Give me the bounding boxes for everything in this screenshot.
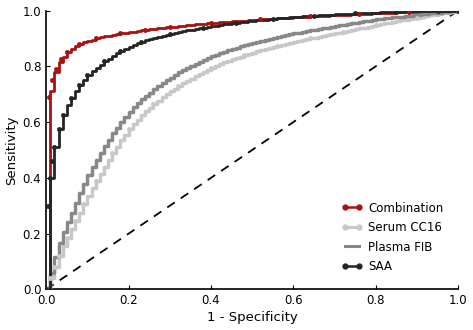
Plasma FIB <box>196 62 201 66</box>
Combination <box>47 287 53 291</box>
Legend: Combination, Serum CC16, Plasma FIB, SAA: Combination, Serum CC16, Plasma FIB, SAA <box>336 197 448 278</box>
SAA <box>44 287 49 291</box>
Combination <box>266 17 272 21</box>
Serum CC16 <box>216 62 222 66</box>
Line: SAA: SAA <box>46 11 458 289</box>
Combination <box>196 22 201 26</box>
SAA <box>80 78 86 82</box>
Serum CC16 <box>44 287 49 291</box>
Plasma FIB <box>44 287 49 291</box>
Y-axis label: Sensitivity: Sensitivity <box>6 115 18 185</box>
Plasma FIB <box>266 37 272 41</box>
Plasma FIB <box>455 9 461 13</box>
Combination <box>422 10 428 14</box>
Serum CC16 <box>196 74 201 78</box>
SAA <box>266 17 272 21</box>
Combination <box>44 287 49 291</box>
SAA <box>422 9 428 13</box>
Serum CC16 <box>455 9 461 13</box>
SAA <box>455 9 461 13</box>
Combination <box>80 40 86 44</box>
Serum CC16 <box>266 46 272 50</box>
Serum CC16 <box>80 202 86 206</box>
Plasma FIB <box>80 182 86 186</box>
SAA <box>47 287 53 291</box>
SAA <box>196 27 201 31</box>
Line: Serum CC16: Serum CC16 <box>46 11 458 289</box>
Combination <box>455 9 461 13</box>
Serum CC16 <box>422 15 428 19</box>
X-axis label: 1 - Specificity: 1 - Specificity <box>207 312 298 324</box>
Line: Plasma FIB: Plasma FIB <box>46 11 458 289</box>
SAA <box>216 23 222 27</box>
Plasma FIB <box>216 51 222 55</box>
Plasma FIB <box>47 287 53 291</box>
Line: Combination: Combination <box>46 11 458 289</box>
Plasma FIB <box>422 12 428 16</box>
Combination <box>216 20 222 24</box>
Serum CC16 <box>47 287 53 291</box>
